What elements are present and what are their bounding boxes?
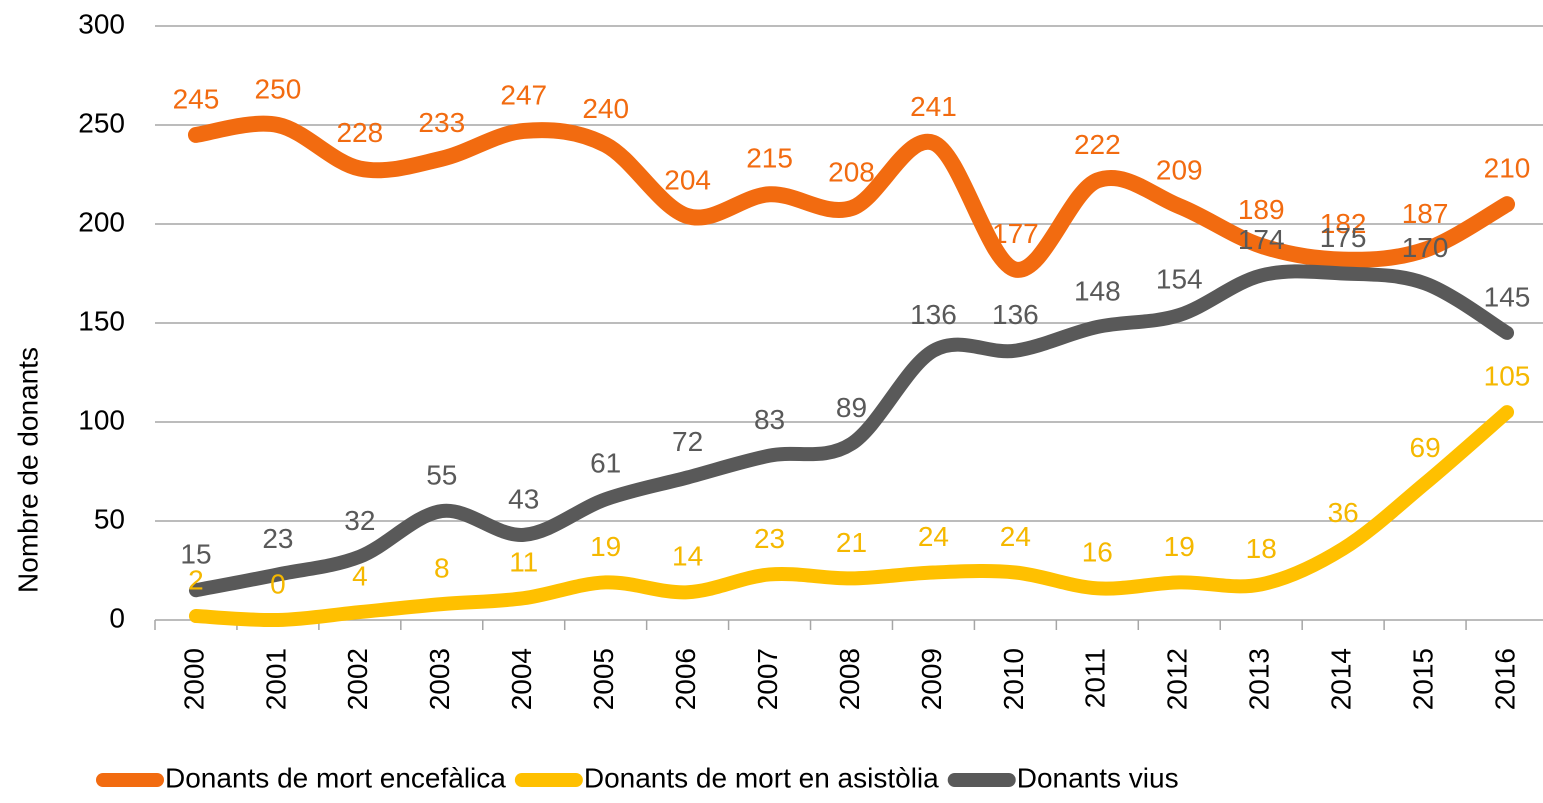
- x-tick-label: 2008: [834, 648, 865, 710]
- data-label: 154: [1156, 263, 1203, 294]
- data-label: 69: [1410, 432, 1441, 463]
- x-tick-label: 2009: [916, 648, 947, 710]
- data-label: 222: [1074, 129, 1121, 160]
- x-tick-label: 2016: [1489, 648, 1520, 710]
- series-line: [188, 405, 1515, 628]
- data-label: 250: [255, 73, 302, 104]
- data-label: 61: [590, 448, 621, 479]
- data-label: 189: [1238, 194, 1285, 225]
- data-label: 21: [836, 527, 867, 558]
- data-label: 11: [509, 547, 538, 578]
- data-label: 208: [828, 157, 875, 188]
- data-label: 215: [746, 143, 793, 174]
- data-label: 187: [1402, 198, 1449, 229]
- data-label: 16: [1082, 537, 1113, 568]
- data-label: 175: [1320, 222, 1367, 253]
- data-label: 136: [910, 299, 957, 330]
- data-label: 14: [672, 541, 703, 572]
- data-label: 245: [173, 83, 220, 114]
- y-tick-label: 50: [94, 503, 125, 534]
- legend-label: Donants de mort encefàlica: [165, 762, 506, 793]
- data-label: 15: [180, 539, 211, 570]
- data-label: 247: [500, 79, 547, 110]
- data-label: 55: [426, 459, 457, 490]
- data-label: 83: [754, 404, 785, 435]
- series-line: [188, 264, 1515, 598]
- x-tick-label: 2000: [178, 648, 209, 710]
- data-label: 19: [1164, 531, 1195, 562]
- data-label: 209: [1156, 155, 1203, 186]
- data-label: 170: [1402, 232, 1449, 263]
- data-label: 177: [992, 218, 1039, 249]
- x-tick-label: 2002: [342, 648, 373, 710]
- x-tick-label: 2007: [752, 648, 783, 710]
- data-label: 4: [352, 560, 368, 591]
- data-label: 145: [1484, 281, 1531, 312]
- data-label: 240: [582, 93, 629, 124]
- y-tick-label: 250: [78, 107, 125, 138]
- data-label: 36: [1328, 497, 1359, 528]
- series-line: [187, 115, 1516, 278]
- data-label: 24: [918, 521, 949, 552]
- data-label: 8: [434, 553, 450, 584]
- x-tick-label: 2004: [506, 648, 537, 710]
- y-tick-label: 0: [109, 602, 125, 633]
- data-label: 23: [262, 523, 293, 554]
- data-label: 23: [754, 523, 785, 554]
- data-label: 136: [992, 299, 1039, 330]
- data-label: 241: [910, 91, 957, 122]
- data-label: 210: [1484, 153, 1531, 184]
- y-tick-label: 200: [78, 206, 125, 237]
- y-tick-label: 150: [78, 305, 125, 336]
- y-tick-label: 300: [78, 8, 125, 39]
- legend-label: Donants vius: [1017, 762, 1179, 793]
- x-tick-label: 2012: [1162, 648, 1193, 710]
- x-tick-label: 2015: [1407, 648, 1438, 710]
- data-label: 32: [344, 505, 375, 536]
- data-label: 24: [1000, 521, 1031, 552]
- data-label: 18: [1246, 533, 1277, 564]
- data-label: 43: [508, 483, 539, 514]
- x-tick-label: 2001: [260, 648, 291, 710]
- data-label: 228: [336, 117, 383, 148]
- data-label: 72: [672, 426, 703, 457]
- x-tick-label: 2013: [1244, 648, 1275, 710]
- data-label: 2: [188, 564, 204, 595]
- x-tick-label: 2005: [588, 648, 619, 710]
- legend-label: Donants de mort en asistòlia: [584, 762, 939, 793]
- data-label: 105: [1484, 360, 1531, 391]
- data-label: 233: [418, 107, 465, 138]
- x-tick-label: 2011: [1080, 648, 1111, 708]
- x-tick-label: 2006: [670, 648, 701, 710]
- data-label: 0: [270, 568, 286, 599]
- data-label: 89: [836, 392, 867, 423]
- x-tick-label: 2010: [998, 648, 1029, 710]
- x-tick-label: 2003: [424, 648, 455, 710]
- data-label: 182: [1320, 208, 1367, 239]
- data-label: 204: [664, 164, 711, 195]
- data-label: 148: [1074, 275, 1121, 306]
- data-label: 19: [590, 531, 621, 562]
- x-tick-label: 2014: [1326, 648, 1357, 710]
- y-tick-label: 100: [78, 404, 125, 435]
- y-axis-title: Nombre de donants: [12, 347, 43, 593]
- data-label: 174: [1238, 224, 1285, 255]
